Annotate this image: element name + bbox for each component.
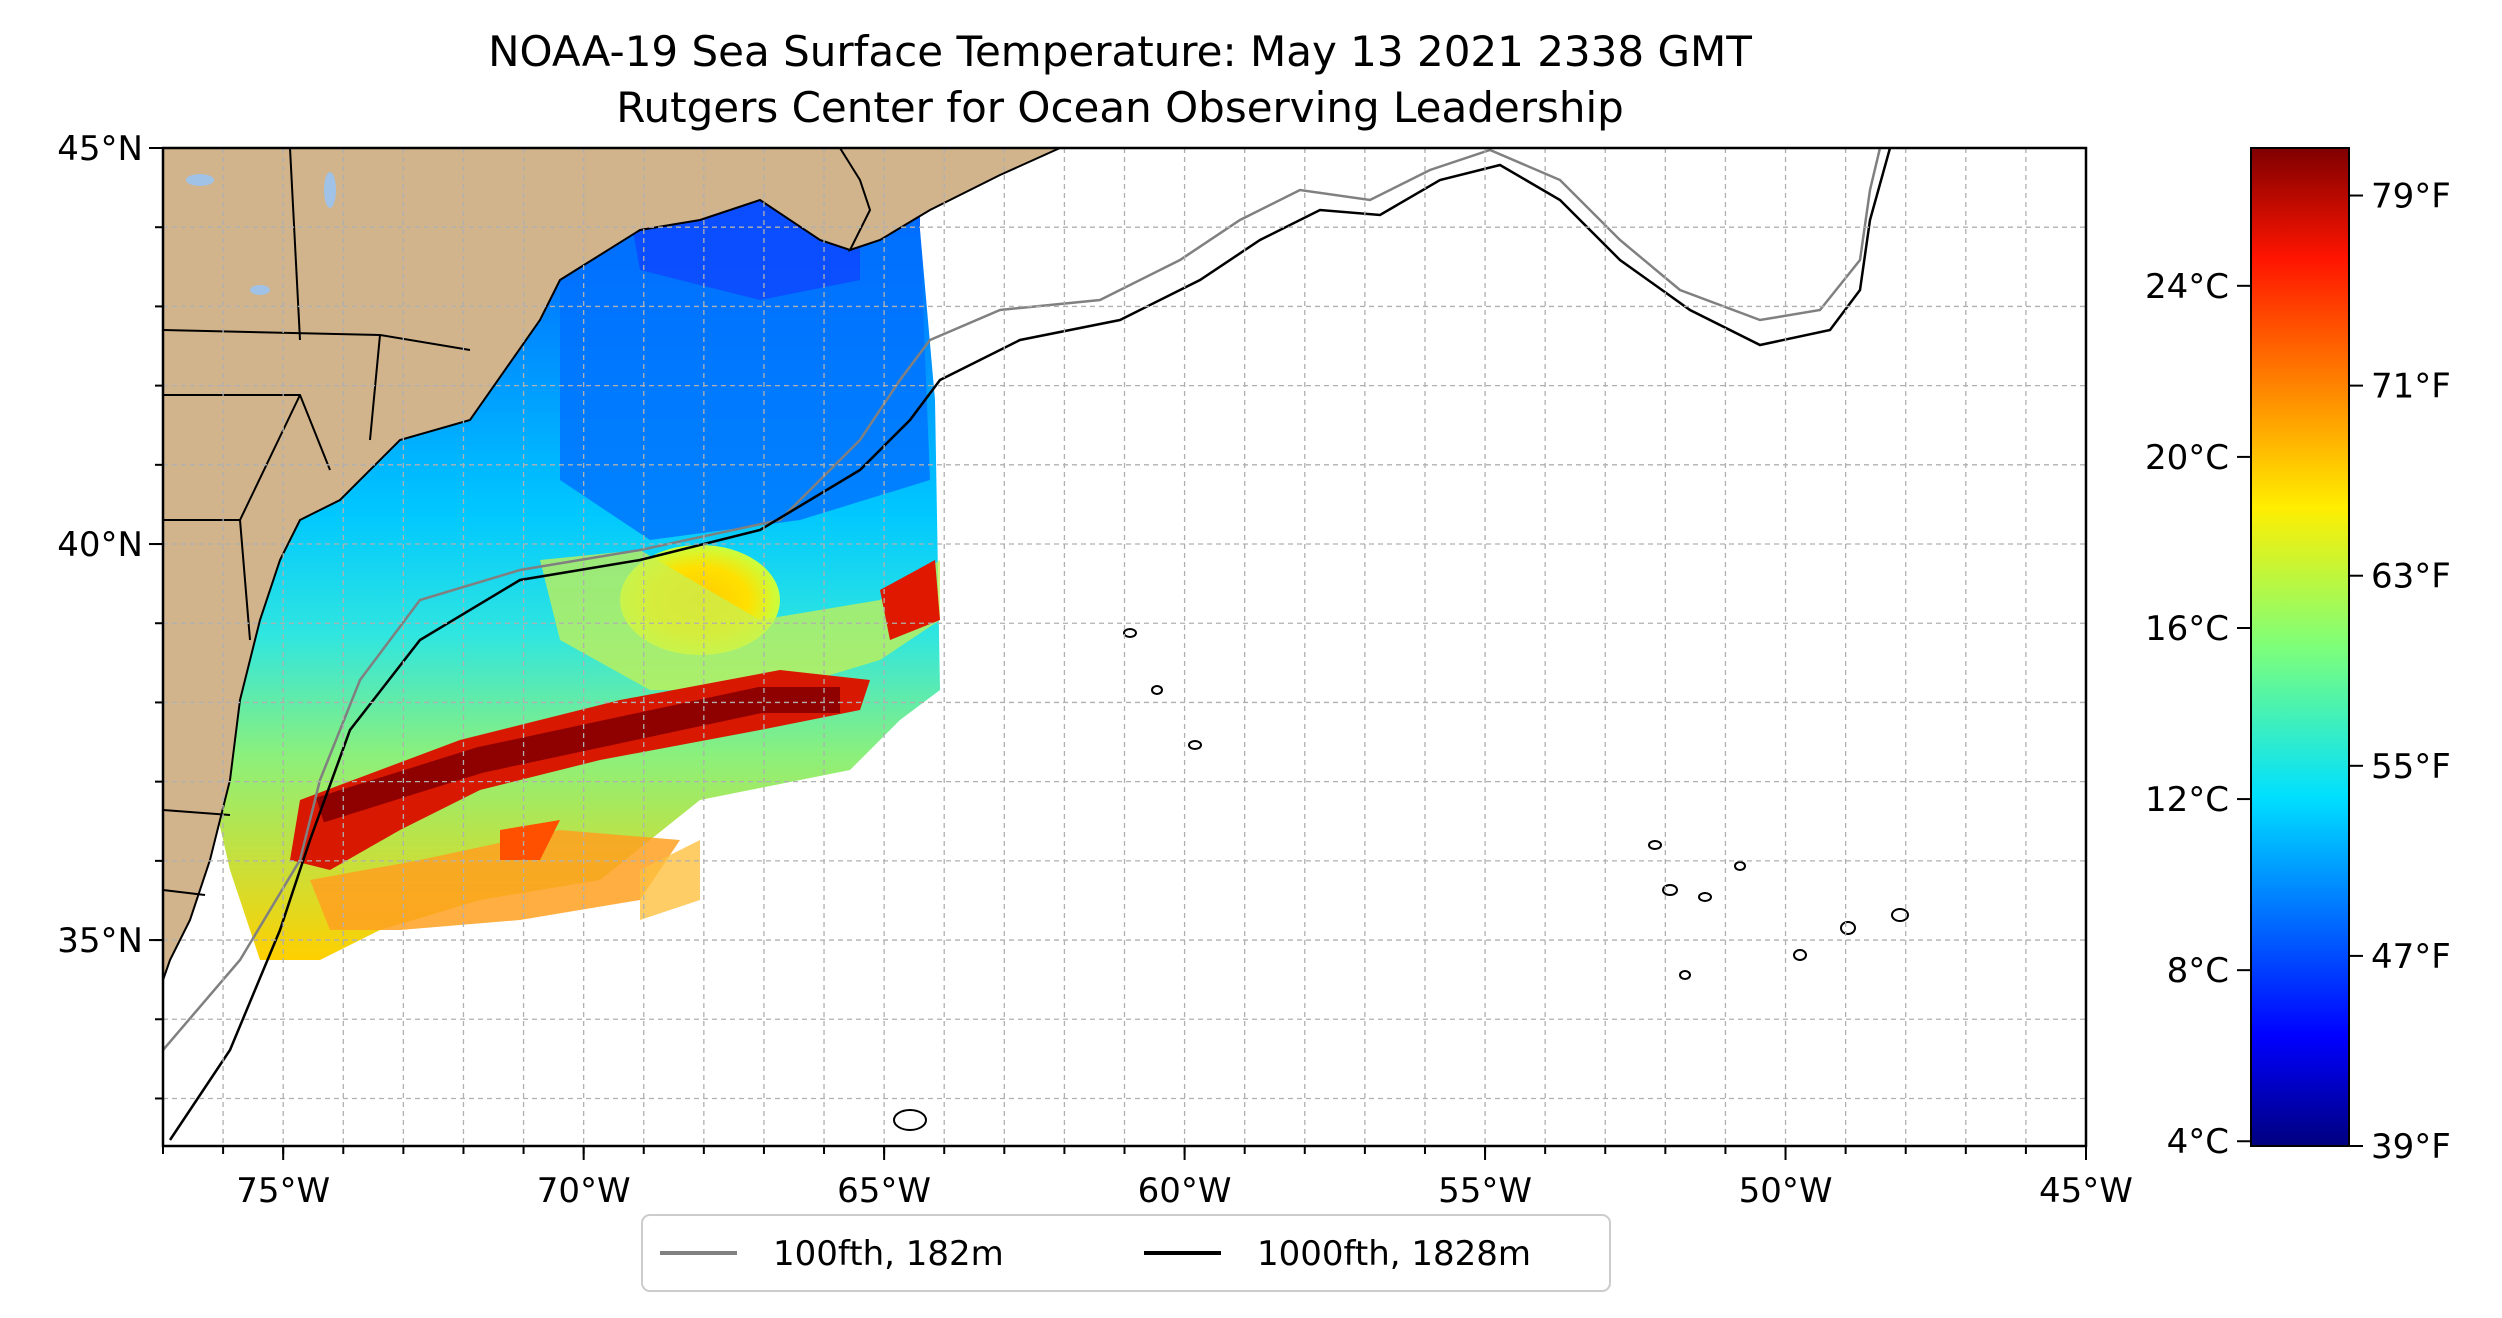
fahrenheit-tick-label: 71°F [2371,367,2451,407]
celsius-tick-label: 12°C [2145,780,2229,820]
celsius-tick-label: 16°C [2145,609,2229,649]
legend-label-100fth: 100fth, 182m [773,1234,1004,1274]
figure-title-line1: NOAA-19 Sea Surface Temperature: May 13 … [488,27,1752,76]
lakes [186,172,336,295]
celsius-tick-label: 24°C [2145,267,2229,307]
fahrenheit-tick-label: 63°F [2371,557,2451,597]
celsius-tick-label: 8°C [2167,951,2229,991]
legend: 100fth, 182m 1000fth, 1828m [641,1214,1611,1292]
seamount-outlines [893,628,1909,1131]
latitude-axis: 45°N 40°N 35°N [57,129,163,1100]
sst-swath [190,148,940,960]
lat-tick-label: 35°N [57,921,143,961]
colorbar-celsius-ticks: 24°C 20°C 16°C 12°C 8°C 4°C [2145,267,2251,1162]
figure-title-line2: Rutgers Center for Ocean Observing Leade… [616,83,1624,132]
fahrenheit-tick-label: 39°F [2371,1127,2451,1167]
celsius-tick-label: 20°C [2145,438,2229,478]
colorbar-gradient [2250,147,2350,1147]
colorbar: 24°C 20°C 16°C 12°C 8°C 4°C 79°F 71°F 63°F 55°F 4… [2145,147,2451,1167]
lon-tick-label: 50°W [1739,1171,1833,1211]
state-borders [163,148,471,896]
colorbar-fahrenheit-ticks: 79°F 71°F 63°F 55°F 47°F 39°F [2349,177,2451,1167]
lon-tick-label: 75°W [236,1171,330,1211]
contour-1000fth [168,148,1892,1141]
land-masses [163,148,1061,981]
lon-tick-label: 70°W [537,1171,631,1211]
lon-tick-label: 55°W [1438,1171,1532,1211]
fahrenheit-tick-label: 55°F [2371,747,2451,787]
longitude-axis: 75°W 70°W 65°W 60°W 55°W 50°W 45°W [162,1146,2133,1211]
lon-tick-label: 45°W [2039,1171,2133,1211]
lat-tick-label: 40°N [57,525,143,565]
lon-tick-label: 60°W [1138,1171,1232,1211]
fahrenheit-tick-label: 47°F [2371,937,2451,977]
lat-tick-label: 45°N [57,129,143,169]
map-area [163,148,2086,1146]
legend-box [641,1214,1611,1292]
nova-scotia-land [838,148,1061,252]
celsius-tick-label: 4°C [2167,1122,2229,1162]
legend-label-1000fth: 1000fth, 1828m [1257,1234,1531,1274]
fahrenheit-tick-label: 79°F [2371,177,2451,217]
lon-tick-label: 65°W [837,1171,931,1211]
gridlines [163,148,2086,1146]
contour-100fth [163,148,1882,1051]
